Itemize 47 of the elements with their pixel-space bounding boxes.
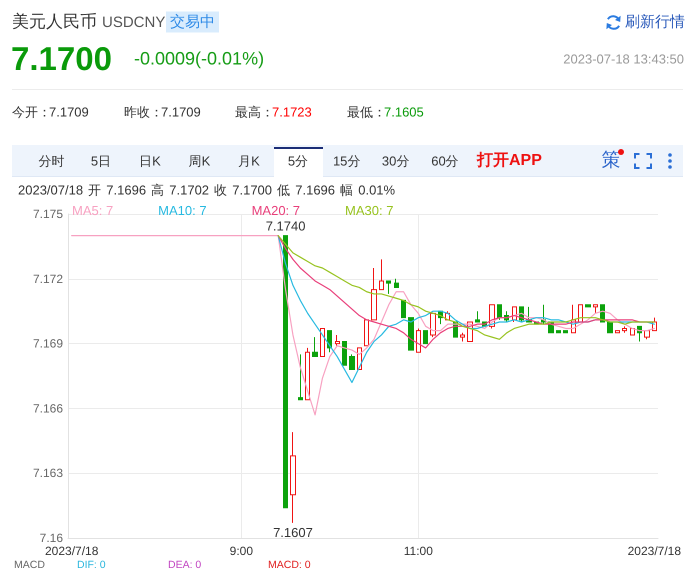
text: 7.1605 [384,104,424,120]
x-tick-label: 2023/7/18 [44,544,99,558]
text: 日K [139,154,161,170]
text: 7.1723 [272,104,312,120]
y-tick-label: 7.175 [32,207,64,221]
text: 分时 [38,154,64,170]
text: 交易中 [166,11,219,32]
text: 5日 [90,154,112,170]
text: 7.1709 [49,104,89,120]
text: 打开APP [477,152,542,170]
text: MACD: 0 [268,558,311,570]
series-label: MA5: 7 [72,203,114,218]
text: MACD [14,558,45,570]
text: 今开： [12,104,51,120]
text: 最高： [235,104,274,120]
text: MA10: 7 [158,203,207,218]
chart-title: 美元人民币 [12,12,97,32]
annotation: 7.1740 [266,218,306,234]
text: 昨收： [124,104,163,120]
text: 2023-07-18 13:43:50 [563,52,684,68]
text: 15分 [332,154,360,170]
text: 5分 [288,154,308,170]
y-tick-label: 7.169 [32,336,64,351]
x-tick-label: 9:00 [230,544,254,558]
series-label: MA20: 7 [252,203,300,218]
x-tick-label: 2023/7/18 [628,544,682,558]
chart-subtitle: USDCNY [102,14,166,32]
text: 策 [602,150,620,172]
text: DEA: 0 [168,558,202,570]
text: DIF: 0 [77,558,106,570]
y-tick-label: 7.166 [32,401,64,416]
x-tick-label: 11:00 [404,544,434,558]
text: 30分 [382,154,410,170]
text: MA30: 7 [345,203,394,218]
text: -0.0009(-0.01%) [134,48,264,70]
y-tick-label: 7.16 [40,531,64,545]
text: 月K [238,154,260,170]
y-tick-label: 7.163 [32,466,64,480]
text: 60分 [431,154,459,170]
annotation: 7.1607 [273,524,313,540]
text: 7.1709 [161,104,201,120]
text: 2023/07/18 开 7.1696 高 7.1702 收 7.1700 低 7.1696 幅 0.01% [18,182,396,198]
y-tick-label: 7.172 [32,272,64,286]
text: 刷新行情 [625,13,685,31]
text: 周K [188,154,210,170]
text: 最低： [347,104,386,120]
text: 7.1700 [11,40,112,78]
